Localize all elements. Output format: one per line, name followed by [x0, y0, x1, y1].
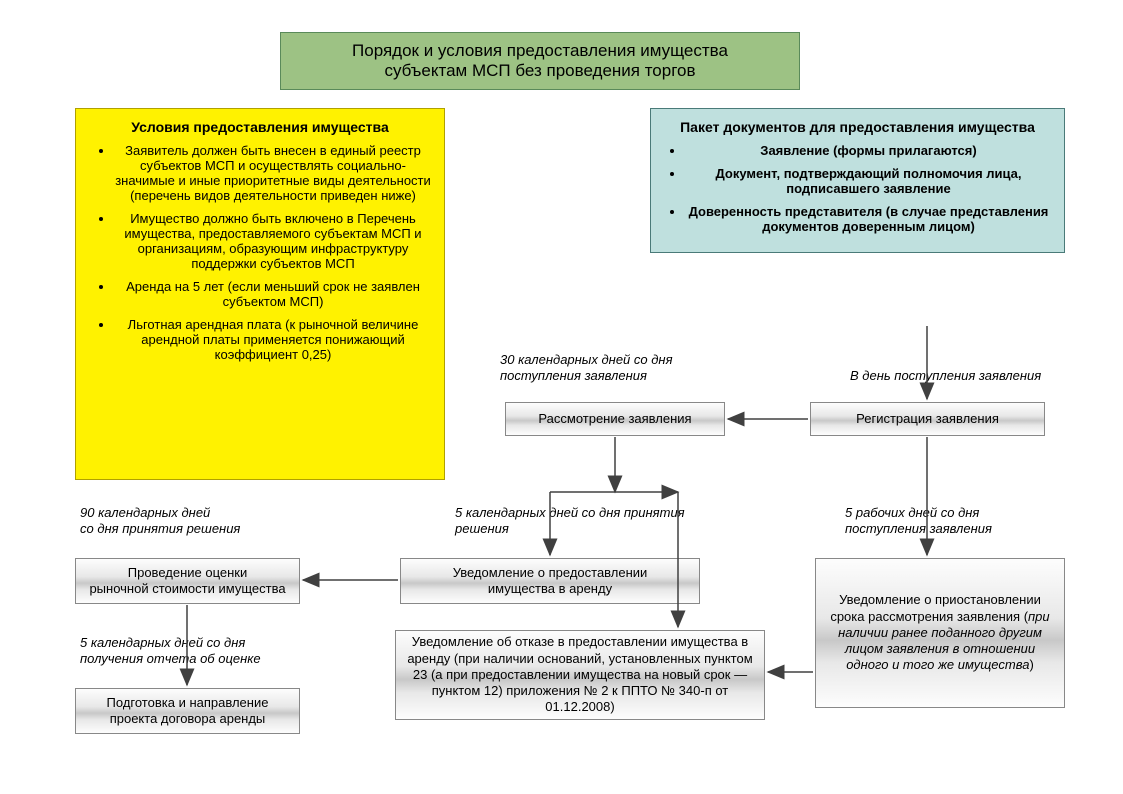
title-line1: Порядок и условия предоставления имущест… — [297, 41, 783, 61]
suspend-box: Уведомление о приостановлении срока расс… — [815, 558, 1065, 708]
doc-item: Документ, подтверждающий полномочия лица… — [685, 166, 1052, 196]
doc-item: Доверенность представителя (в случае пре… — [685, 204, 1052, 234]
cond-item: Льготная арендная плата (к рыночной вели… — [114, 317, 432, 362]
documents-list: Заявление (формы прилагаются) Документ, … — [663, 143, 1052, 234]
caption-5cal: 5 календарных дней со дня принятия решен… — [455, 505, 695, 536]
title-line2: субъектам МСП без проведения торгов — [297, 61, 783, 81]
caption-5work: 5 рабочих дней со дня поступления заявле… — [845, 505, 1055, 536]
title-box: Порядок и условия предоставления имущест… — [280, 32, 800, 90]
notify-lease-box: Уведомление о предоставлении имущества в… — [400, 558, 700, 604]
documents-box: Пакет документов для предоставления имущ… — [650, 108, 1065, 253]
refusal-label: Уведомление об отказе в предоставлении и… — [404, 634, 756, 715]
cond-item: Аренда на 5 лет (если меньший срок не за… — [114, 279, 432, 309]
valuation-l1: Проведение оценки — [128, 565, 248, 580]
registration-label: Регистрация заявления — [856, 411, 999, 427]
doc-item: Заявление (формы прилагаются) — [685, 143, 1052, 158]
refusal-box: Уведомление об отказе в предоставлении и… — [395, 630, 765, 720]
contract-l1: Подготовка и направление — [107, 695, 269, 710]
conditions-header: Условия предоставления имущества — [88, 119, 432, 135]
documents-header: Пакет документов для предоставления имущ… — [663, 119, 1052, 135]
valuation-box: Проведение оценки рыночной стоимости иму… — [75, 558, 300, 604]
review-label: Рассмотрение заявления — [538, 411, 691, 427]
review-box: Рассмотрение заявления — [505, 402, 725, 436]
contract-box: Подготовка и направление проекта договор… — [75, 688, 300, 734]
notify-lease-l1: Уведомление о предоставлении — [453, 565, 648, 580]
contract-l2: проекта договора аренды — [110, 711, 266, 726]
conditions-box: Условия предоставления имущества Заявите… — [75, 108, 445, 480]
cond-item: Заявитель должен быть внесен в единый ре… — [114, 143, 432, 203]
valuation-l2: рыночной стоимости имущества — [89, 581, 285, 596]
conditions-list: Заявитель должен быть внесен в единый ре… — [88, 143, 432, 362]
cond-item: Имущество должно быть включено в Перечен… — [114, 211, 432, 271]
caption-sameday: В день поступления заявления — [850, 368, 1041, 384]
caption-30days: 30 календарных дней со дня поступления з… — [500, 352, 730, 383]
caption-90days: 90 календарных дней со дня принятия реше… — [80, 505, 240, 536]
notify-lease-l2: имущества в аренду — [488, 581, 612, 596]
caption-5report: 5 календарных дней со дня получения отче… — [80, 635, 261, 666]
registration-box: Регистрация заявления — [810, 402, 1045, 436]
